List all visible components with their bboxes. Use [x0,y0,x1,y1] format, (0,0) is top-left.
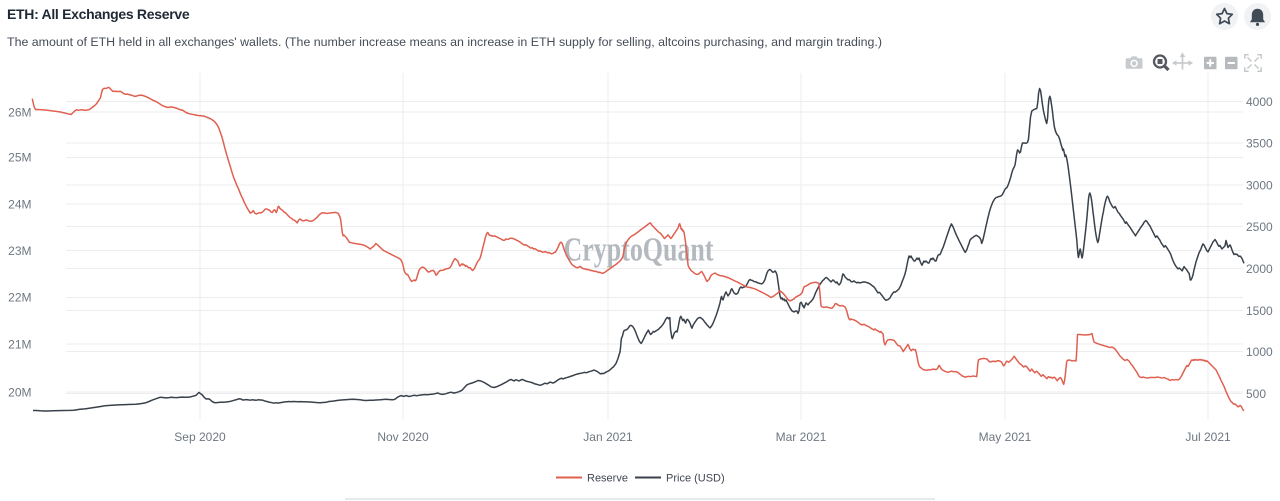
svg-text:Sep 2020: Sep 2020 [174,430,226,444]
svg-text:22M: 22M [8,291,31,305]
svg-text:2000: 2000 [1246,262,1273,276]
svg-text:Jul 2021: Jul 2021 [1185,430,1231,444]
svg-text:23M: 23M [8,244,31,258]
svg-text:4000: 4000 [1246,95,1273,109]
svg-text:Price (USD): Price (USD) [666,473,725,485]
svg-text:Jan 2021: Jan 2021 [583,430,633,444]
svg-text:May 2021: May 2021 [979,430,1032,444]
svg-text:CryptoQuant: CryptoQuant [564,232,715,269]
svg-text:2500: 2500 [1246,220,1273,234]
svg-text:1000: 1000 [1246,345,1273,359]
svg-text:20M: 20M [8,385,31,399]
svg-text:Reserve: Reserve [587,473,628,485]
svg-text:1500: 1500 [1246,304,1273,318]
svg-text:Mar 2021: Mar 2021 [776,430,827,444]
svg-text:25M: 25M [8,151,31,165]
svg-text:3000: 3000 [1246,179,1273,193]
svg-text:3500: 3500 [1246,136,1273,150]
svg-text:Nov 2020: Nov 2020 [377,430,429,444]
svg-text:500: 500 [1246,387,1266,401]
svg-text:24M: 24M [8,197,31,211]
svg-text:26M: 26M [8,105,31,119]
svg-text:21M: 21M [8,337,31,351]
